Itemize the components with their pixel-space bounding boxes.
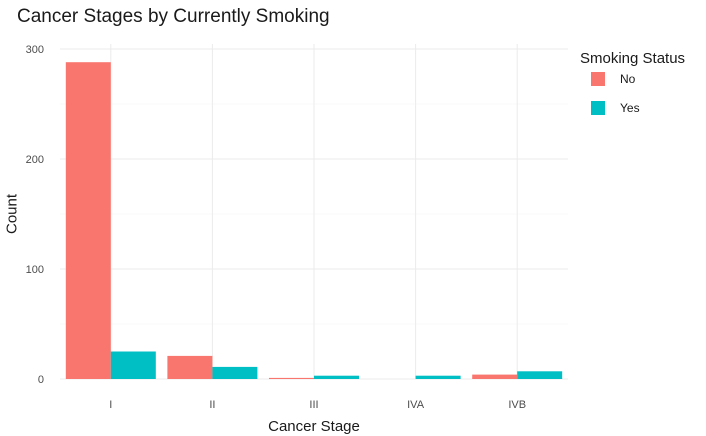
y-axis-label: Count	[3, 193, 21, 235]
legend-label-no: No	[620, 72, 636, 86]
bar-yes-i	[110, 351, 156, 379]
bar-yes-ii	[212, 366, 258, 379]
bar-no-i	[65, 62, 111, 379]
x-tick-label: IVA	[407, 399, 425, 411]
y-axis-ticks: 0 100 200 300	[26, 44, 44, 386]
chart-title: Cancer Stages by Currently Smoking	[17, 6, 330, 27]
bar-yes-iva	[415, 375, 461, 379]
bar-yes-ivb	[517, 371, 563, 379]
legend-title: Smoking Status	[580, 50, 686, 67]
legend-swatch-no	[591, 72, 605, 86]
legend-swatch-yes	[591, 101, 605, 115]
bar-yes-iii	[314, 375, 359, 379]
y-tick-label: 100	[26, 264, 44, 276]
x-tick-label: IVB	[508, 399, 526, 411]
y-tick-label: 200	[26, 154, 44, 166]
x-axis-ticks: I II III IVA IVB	[109, 399, 526, 411]
legend-item-yes: Yes	[591, 101, 640, 115]
legend: Smoking Status No Yes	[580, 50, 686, 115]
y-tick-label: 0	[38, 374, 44, 386]
legend-item-no: No	[591, 72, 635, 86]
x-tick-label: II	[209, 399, 215, 411]
x-axis-label: Cancer Stage	[268, 418, 360, 435]
bars	[65, 62, 563, 379]
gridlines	[60, 44, 568, 380]
x-tick-label: III	[309, 399, 318, 411]
bar-no-ivb	[472, 374, 518, 379]
bar-no-iii	[269, 377, 314, 379]
y-tick-label: 300	[26, 44, 44, 56]
bar-no-ii	[167, 355, 213, 379]
x-tick-label: I	[109, 399, 112, 411]
legend-label-yes: Yes	[620, 101, 640, 115]
